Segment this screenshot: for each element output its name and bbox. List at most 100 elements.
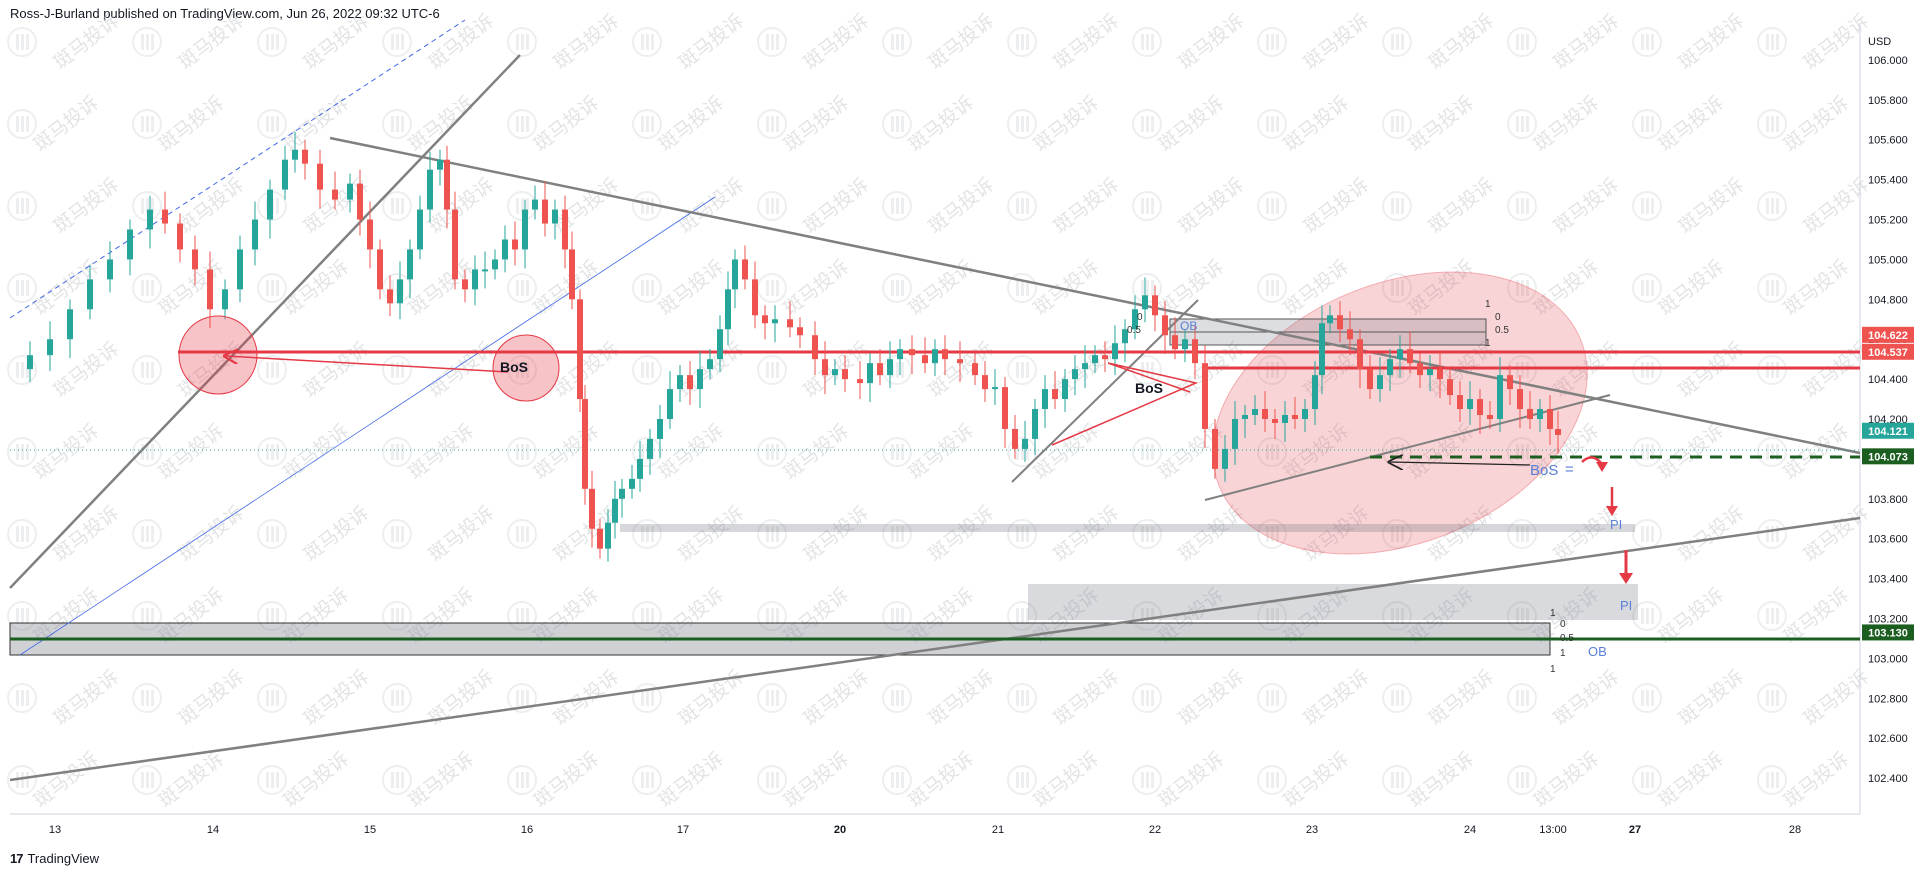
candle-bear[interactable] — [207, 269, 213, 310]
candle-bear[interactable] — [332, 189, 338, 200]
candle-bull[interactable] — [897, 349, 903, 360]
candle-bear[interactable] — [1337, 315, 1343, 330]
candle-bull[interactable] — [1182, 339, 1188, 350]
pi-zone-1[interactable] — [620, 524, 1635, 532]
candle-bear[interactable] — [377, 249, 383, 290]
candle-bull[interactable] — [222, 289, 228, 310]
candle-bear[interactable] — [577, 299, 583, 400]
candle-bull[interactable] — [1327, 315, 1333, 324]
ascending-channel-line[interactable] — [9, 54, 521, 589]
candle-bear[interactable] — [752, 279, 758, 316]
candle-bear[interactable] — [1357, 339, 1363, 370]
candle-bear[interactable] — [387, 289, 393, 304]
candle-bear[interactable] — [582, 399, 588, 489]
candle-bear[interactable] — [909, 349, 915, 356]
candle-bull[interactable] — [522, 209, 528, 250]
candle-bull[interactable] — [717, 329, 723, 360]
candle-bear[interactable] — [1517, 389, 1523, 410]
candles[interactable] — [27, 131, 1561, 562]
channel-lower-thin[interactable] — [19, 196, 716, 656]
candle-bear[interactable] — [1547, 409, 1553, 429]
candle-bear[interactable] — [1162, 315, 1168, 336]
candle-bear[interactable] — [1192, 339, 1198, 364]
candle-bull[interactable] — [397, 279, 403, 304]
candle-bull[interactable] — [1467, 399, 1473, 410]
candle-bull[interactable] — [1427, 369, 1433, 376]
candle-bull[interactable] — [887, 359, 893, 376]
candle-bull[interactable] — [267, 189, 273, 220]
candle-bear[interactable] — [972, 363, 978, 376]
candle-bull[interactable] — [657, 419, 663, 439]
candle-bear[interactable] — [812, 335, 818, 360]
candle-bull[interactable] — [1232, 419, 1238, 449]
candle-bull[interactable] — [417, 209, 423, 250]
candle-bull[interactable] — [772, 319, 778, 324]
candle-bull[interactable] — [492, 259, 498, 270]
candle-bull[interactable] — [282, 159, 288, 190]
candle-bear[interactable] — [982, 375, 988, 390]
candle-bull[interactable] — [1319, 323, 1325, 376]
candle-bear[interactable] — [302, 149, 308, 164]
candle-bull[interactable] — [1497, 375, 1503, 419]
candle-bull[interactable] — [1092, 355, 1098, 364]
candle-bear[interactable] — [542, 199, 548, 224]
candle-bear[interactable] — [1447, 379, 1453, 396]
candle-bull[interactable] — [725, 289, 731, 330]
candle-bull[interactable] — [1537, 409, 1543, 419]
candle-bull[interactable] — [1072, 369, 1078, 380]
candle-bull[interactable] — [1142, 295, 1148, 310]
candle-bear[interactable] — [1202, 363, 1208, 429]
candle-bull[interactable] — [1377, 375, 1383, 390]
candle-bear[interactable] — [1347, 329, 1353, 340]
candle-bear[interactable] — [857, 379, 863, 384]
candle-bear[interactable] — [1437, 369, 1443, 380]
candle-bull[interactable] — [1302, 409, 1308, 419]
candle-bull[interactable] — [697, 369, 703, 390]
candle-bull[interactable] — [1312, 375, 1318, 410]
bos-circle-2[interactable] — [492, 334, 560, 402]
candle-bull[interactable] — [707, 359, 713, 370]
candle-bear[interactable] — [742, 259, 748, 280]
candle-bear[interactable] — [1457, 395, 1463, 410]
candle-bull[interactable] — [1132, 309, 1138, 330]
candle-bear[interactable] — [589, 488, 595, 529]
candle-bear[interactable] — [922, 355, 928, 364]
candle-bull[interactable] — [87, 279, 93, 310]
candle-bull[interactable] — [47, 339, 53, 356]
candle-bear[interactable] — [597, 528, 603, 549]
candle-bull[interactable] — [1282, 415, 1288, 423]
candle-bear[interactable] — [1212, 428, 1218, 469]
candle-bear[interactable] — [1527, 409, 1533, 419]
candle-bear[interactable] — [942, 349, 948, 360]
candle-bear[interactable] — [1102, 355, 1108, 360]
candle-bear[interactable] — [162, 209, 168, 224]
long-support-line[interactable] — [9, 516, 1861, 782]
candle-bear[interactable] — [1262, 409, 1268, 419]
candle-bull[interactable] — [502, 239, 508, 260]
candle-bull[interactable] — [552, 209, 558, 224]
candle-bull[interactable] — [107, 259, 113, 280]
candle-bull[interactable] — [1082, 363, 1088, 370]
candle-bull[interactable] — [437, 159, 443, 170]
candle-bear[interactable] — [1417, 363, 1423, 376]
candle-bear[interactable] — [1555, 428, 1561, 435]
consolidation-ellipse[interactable] — [1171, 219, 1630, 606]
channel-upper-dashed[interactable] — [9, 19, 466, 319]
candle-bull[interactable] — [732, 259, 738, 290]
candle-bear[interactable] — [367, 219, 373, 250]
bos-circle-1[interactable] — [178, 315, 258, 395]
candle-bull[interactable] — [237, 249, 243, 290]
candle-bear[interactable] — [1172, 335, 1178, 350]
candle-bull[interactable] — [252, 219, 258, 250]
candle-bull[interactable] — [992, 387, 998, 390]
candle-bull[interactable] — [67, 309, 73, 340]
candle-bull[interactable] — [347, 183, 353, 200]
candle-bull[interactable] — [619, 488, 625, 499]
candle-bull[interactable] — [1042, 389, 1048, 410]
candle-bear[interactable] — [1507, 375, 1513, 390]
candle-bull[interactable] — [482, 269, 488, 272]
candle-bear[interactable] — [842, 369, 848, 380]
candle-bull[interactable] — [127, 229, 133, 260]
candle-bear[interactable] — [822, 359, 828, 376]
candle-bull[interactable] — [532, 199, 538, 210]
